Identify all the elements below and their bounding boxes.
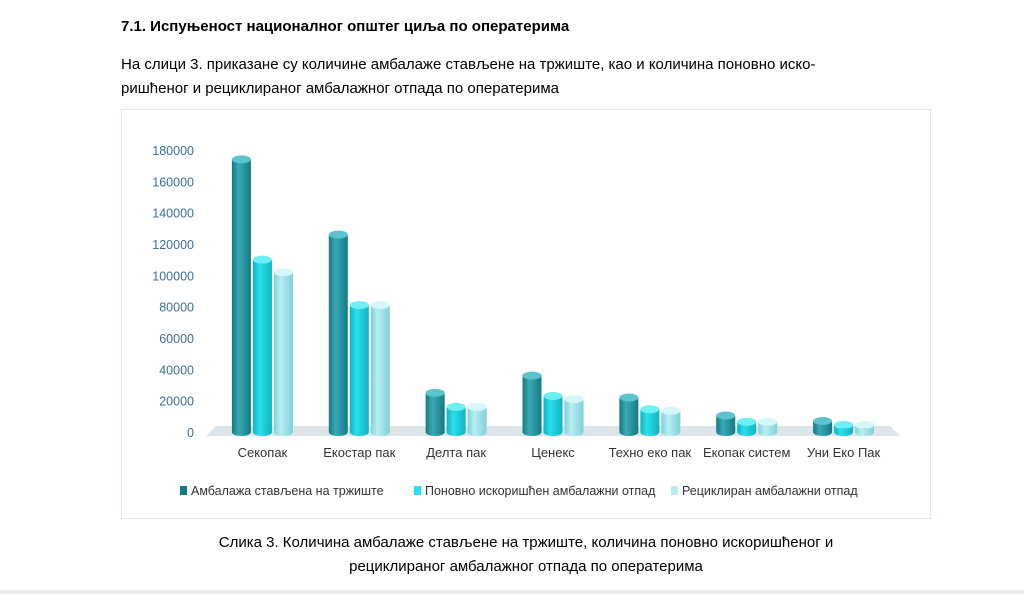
bar-top [252,255,272,264]
section-heading: 7.1. Испуњеност националног општег циља … [121,18,570,35]
bar [349,305,369,432]
bar [231,159,251,432]
caption-line-1: Слика 3. Количина амбалаже стављене на т… [218,534,834,551]
bar [640,409,660,432]
x-tick-label: Делта пак [426,445,486,460]
chart-frame: 0 20000 40000 60000 80000 100000 120000 140000 1… [121,109,931,519]
bar-base [564,428,584,436]
bar-top [640,405,660,414]
y-tick-label: 40000 [159,363,194,377]
x-tick-label: Ценекс [531,445,575,460]
bar-top [543,391,563,400]
bar-top [328,230,348,239]
y-tick-label: 180000 [152,144,194,158]
bar-top [716,411,736,420]
bar-base [446,428,466,436]
bar-top [855,420,875,429]
bar-top [564,395,584,404]
bar-base [716,428,736,436]
bar-base [328,428,348,436]
bar-top [522,371,542,380]
x-tick-label: Екостар пак [323,445,395,460]
bar-base [737,428,757,436]
bar-top [425,388,445,397]
intro-line-2: ришћеног и рециклираног амбалажног отпад… [121,80,560,97]
bar-top [737,417,757,426]
legend-swatch [414,486,421,495]
bar [564,399,584,432]
bar-base [813,428,833,436]
y-tick-label: 60000 [159,332,194,346]
bar-base [661,428,681,436]
bar [446,406,466,432]
y-tick-label: 80000 [159,301,194,315]
bar-top [349,301,369,310]
bar [467,406,487,432]
x-tick-label: Секопак [238,445,288,460]
bar-base [619,428,639,436]
bar [328,234,348,432]
y-tick-label: 0 [187,426,194,440]
x-tick-label: Екопак систем [703,445,791,460]
bar [716,415,736,432]
bar-base [349,428,369,436]
legend-swatch [671,486,678,495]
bar-top [661,406,681,415]
bar [425,392,445,432]
bar-base [425,428,445,436]
bar-top [273,268,293,277]
intro-line-1: На слици 3. приказане су количине амбала… [121,56,816,73]
bar-base [467,428,487,436]
bar [370,305,390,432]
bar-top [758,417,778,426]
y-tick-label: 100000 [152,269,194,283]
y-tick-label: 120000 [152,238,194,252]
figure-caption: Слика 3. Количина амбалаже стављене на т… [121,531,931,579]
bar [273,272,293,432]
bar-base [758,428,778,436]
bar [661,410,681,432]
legend-label: Амбалажа стављена на тржиште [191,484,384,498]
x-tick-label: Уни Еко Пак [807,445,881,460]
bar [543,395,563,432]
bar-top [370,301,390,310]
bar [252,259,272,432]
x-tick-label: Техно еко пак [609,445,692,460]
bar-base [640,428,660,436]
bar-top [467,402,487,411]
bar-top [813,417,833,426]
bar-base [273,428,293,436]
bar-base [370,428,390,436]
bar-base [252,428,272,436]
bar-base [231,428,251,436]
legend-label: Поновно искоришћен амбалажни отпад [425,484,656,498]
bar-base [543,428,563,436]
intro-paragraph: На слици 3. приказане су количине амбала… [121,53,941,101]
y-tick-label: 160000 [152,175,194,189]
bar-base [522,428,542,436]
caption-line-2: рециклираног амбалажног отпада по операт… [349,558,703,575]
bar-top [231,155,251,164]
bar-top [834,420,854,429]
legend-swatch [180,486,187,495]
bar [619,397,639,432]
y-tick-label: 140000 [152,207,194,221]
bar-top [446,402,466,411]
y-tick-label: 20000 [159,395,194,409]
legend-label: Рециклиран амбалажни отпад [682,484,858,498]
bar-base [855,428,875,436]
page-divider [0,590,1024,594]
bar [522,375,542,432]
bar-chart: 0 20000 40000 60000 80000 100000 120000 140000 1… [152,144,900,498]
bar-base [834,428,854,436]
bar-top [619,393,639,402]
